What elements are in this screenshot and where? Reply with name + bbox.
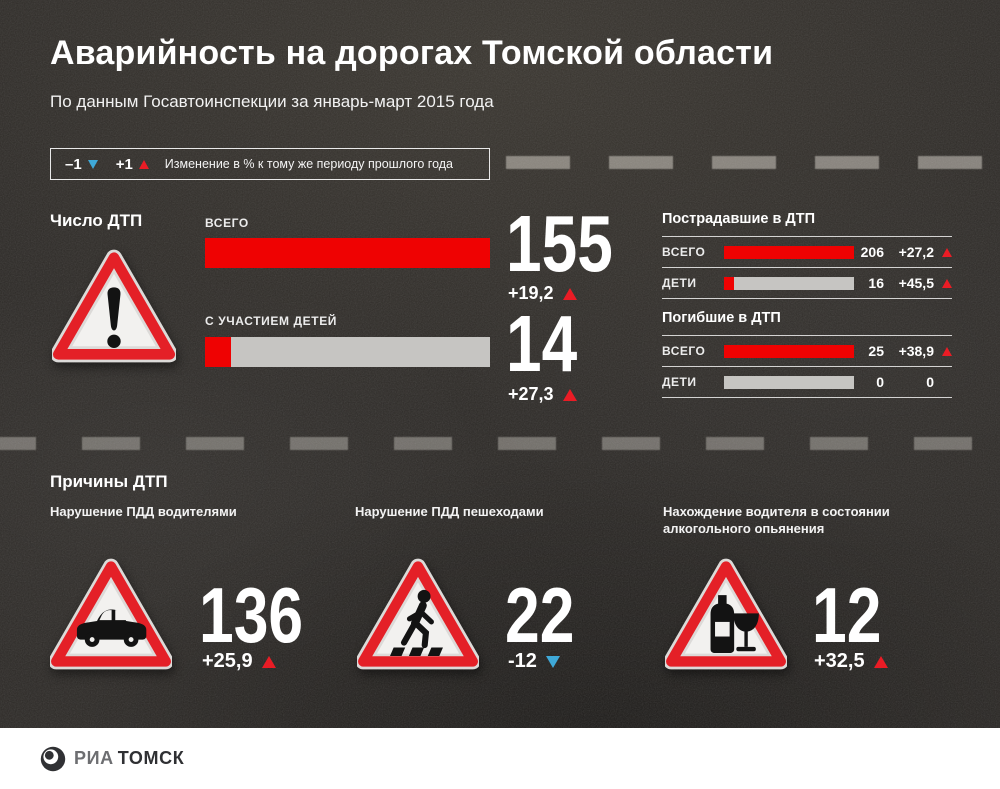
cause-alcohol-value: 12 bbox=[812, 571, 882, 659]
accidents-total-bar-fill bbox=[205, 238, 490, 268]
road-marking-dashed-line-middle bbox=[0, 437, 1000, 450]
injured-rows: ВСЕГО 206 +27,2 ДЕТИ 16 +45,5 bbox=[662, 236, 952, 299]
cause-alcohol-delta-text: +32,5 bbox=[814, 650, 865, 672]
legend-down-value: –1 bbox=[65, 155, 82, 173]
table-row: ВСЕГО 25 +38,9 bbox=[662, 335, 952, 366]
up-triangle-icon bbox=[138, 159, 149, 169]
up-triangle-icon bbox=[261, 655, 276, 668]
legend-box: –1 +1 Изменение в % к тому же периоду пр… bbox=[50, 148, 490, 180]
pedestrian-warning-sign-icon bbox=[357, 558, 479, 670]
logo-text-tomsk: ТОМСК bbox=[117, 748, 185, 768]
killed-rows: ВСЕГО 25 +38,9 ДЕТИ 0 0 bbox=[662, 335, 952, 398]
legend-text: Изменение в % к тому же периоду прошлого… bbox=[164, 157, 453, 171]
down-triangle-icon bbox=[545, 655, 560, 668]
row-bar bbox=[724, 276, 854, 290]
cause-pedestrians-delta-text: -12 bbox=[508, 650, 537, 672]
accidents-children-label: С УЧАСТИЕМ ДЕТЕЙ bbox=[205, 314, 338, 328]
accidents-children-bar-fill bbox=[205, 337, 231, 367]
up-triangle-icon bbox=[562, 287, 577, 300]
accidents-children-bar bbox=[205, 337, 490, 367]
up-triangle-icon bbox=[942, 346, 952, 356]
up-triangle-icon bbox=[942, 247, 952, 257]
row-value: 16 bbox=[868, 275, 884, 291]
row-bar bbox=[724, 375, 854, 389]
cause-alcohol-label: Нахождение водителя в состоянии алкоголь… bbox=[663, 504, 890, 536]
accidents-total-label: ВСЕГО bbox=[205, 216, 249, 230]
table-row: ДЕТИ 16 +45,5 bbox=[662, 267, 952, 298]
causes-section-title: Причины ДТП bbox=[50, 472, 168, 491]
cause-drivers-label: Нарушение ПДД водителями bbox=[50, 504, 237, 519]
row-value: 206 bbox=[860, 244, 884, 260]
row-value: 25 bbox=[868, 343, 884, 359]
subtitle: По данным Госавтоинспекции за январь-мар… bbox=[50, 92, 494, 111]
killed-panel: Погибшие в ДТП ВСЕГО 25 +38,9 ДЕТИ 0 0 bbox=[662, 310, 952, 398]
row-delta: 0 bbox=[926, 374, 934, 390]
down-triangle-icon bbox=[87, 159, 98, 169]
accidents-total-bar bbox=[205, 238, 490, 268]
row-delta: +38,9 bbox=[898, 343, 934, 359]
page-title: Аварийность на дорогах Томской области bbox=[50, 34, 774, 72]
cause-drivers-value: 136 bbox=[199, 571, 304, 659]
cause-alcohol-delta: +32,5 bbox=[814, 650, 888, 673]
row-delta: +27,2 bbox=[898, 244, 934, 260]
accidents-section-title: Число ДТП bbox=[50, 211, 143, 230]
accidents-total-value: 155 bbox=[506, 199, 613, 288]
car-warning-sign-icon bbox=[50, 558, 172, 670]
injured-panel-title: Пострадавшие в ДТП bbox=[662, 211, 816, 227]
row-label: ДЕТИ bbox=[662, 276, 697, 290]
row-bar bbox=[724, 245, 854, 259]
up-triangle-icon bbox=[873, 655, 888, 668]
row-value: 0 bbox=[876, 374, 884, 390]
cause-pedestrians-delta: -12 bbox=[508, 650, 560, 673]
table-row: ДЕТИ 0 0 bbox=[662, 366, 952, 397]
cause-pedestrians-label: Нарушение ПДД пешеходами bbox=[355, 504, 544, 519]
up-triangle-icon bbox=[942, 278, 952, 288]
killed-panel-title: Погибшие в ДТП bbox=[662, 310, 781, 326]
cause-drivers-delta-text: +25,9 bbox=[202, 650, 253, 672]
row-label: ВСЕГО bbox=[662, 245, 706, 259]
accidents-children-delta-text: +27,3 bbox=[508, 384, 554, 404]
row-bar bbox=[724, 344, 854, 358]
row-delta: +45,5 bbox=[898, 275, 934, 291]
table-row: ВСЕГО 206 +27,2 bbox=[662, 236, 952, 267]
row-bar-fill bbox=[724, 276, 734, 290]
cause-pedestrians-value: 22 bbox=[505, 571, 575, 659]
cause-drivers-delta: +25,9 bbox=[202, 650, 276, 673]
ria-tomsk-logo: РИА ТОМСК bbox=[40, 746, 184, 772]
injured-panel: Пострадавшие в ДТП ВСЕГО 206 +27,2 ДЕТИ … bbox=[662, 211, 952, 299]
row-label: ДЕТИ bbox=[662, 375, 697, 389]
row-label: ВСЕГО bbox=[662, 344, 706, 358]
footer-bar: РИА ТОМСК bbox=[0, 728, 1000, 789]
up-triangle-icon bbox=[562, 388, 577, 401]
road-marking-dashed-line-top bbox=[506, 156, 1000, 169]
accidents-children-delta: +27,3 bbox=[508, 384, 577, 405]
accidents-children-value: 14 bbox=[506, 299, 578, 388]
legend-up-value: +1 bbox=[115, 155, 133, 173]
exclamation-warning-sign-icon bbox=[52, 249, 176, 363]
alcohol-warning-sign-icon bbox=[665, 558, 787, 670]
ria-logo-icon bbox=[40, 746, 66, 771]
logo-text-ria: РИА bbox=[74, 748, 114, 768]
